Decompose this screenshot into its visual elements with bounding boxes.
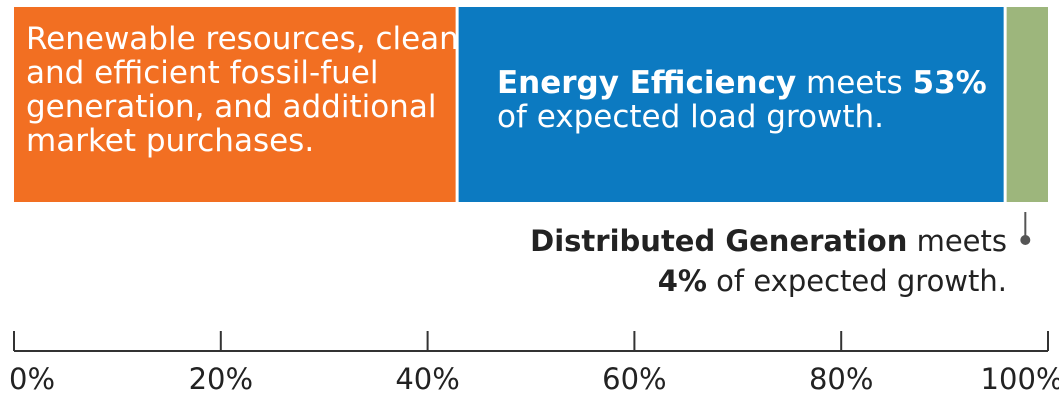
x-axis-ticks	[13, 331, 1049, 351]
segment-label-energy-efficiency: Energy Efficiency meets 53% of expected …	[497, 66, 987, 134]
callout-dg-line-1: Distributed Generation meets	[530, 221, 1007, 261]
segment-label-other-line: and efficient fossil-fuel	[26, 55, 379, 91]
ee-percent: 53%	[912, 65, 987, 101]
segment-label-ee-line-1: Energy Efficiency meets 53%	[497, 66, 987, 100]
x-tick-label: 0%	[8, 362, 56, 396]
segment-label-other: Renewable resources, clean and efficient…	[26, 22, 459, 158]
segment-label-other-line: generation, and additional	[26, 89, 437, 125]
segment-label-ee-line-2: of expected load growth.	[497, 99, 884, 135]
bar-segment-dg	[1006, 7, 1048, 202]
dg-meets-text: meets	[907, 224, 1007, 258]
bar-segment-ee	[458, 7, 1004, 202]
x-tick-label: 80%	[808, 362, 874, 396]
x-tick-label: 40%	[395, 362, 460, 396]
bar-segment-other	[14, 7, 456, 202]
x-tick-label: 20%	[188, 362, 254, 396]
callout-dg-line-2: 4% of expected growth.	[530, 261, 1007, 301]
callout-leader-dot	[1020, 235, 1031, 245]
x-tick-label: 60%	[602, 362, 667, 396]
callout-distributed-generation: Distributed Generation meets 4% of expec…	[530, 221, 1007, 301]
dg-percent: 4%	[657, 264, 707, 298]
segment-label-other-line: Renewable resources, clean	[26, 21, 459, 57]
dg-growth-text: of expected growth.	[706, 264, 1007, 298]
dg-name: Distributed Generation	[530, 224, 908, 258]
x-tick-label: 100%	[980, 362, 1059, 396]
segment-label-other-line: market purchases.	[26, 123, 315, 159]
bar-segments	[14, 7, 1048, 202]
ee-meets-text: meets	[796, 65, 913, 101]
ee-name: Energy Efficiency	[497, 65, 797, 101]
